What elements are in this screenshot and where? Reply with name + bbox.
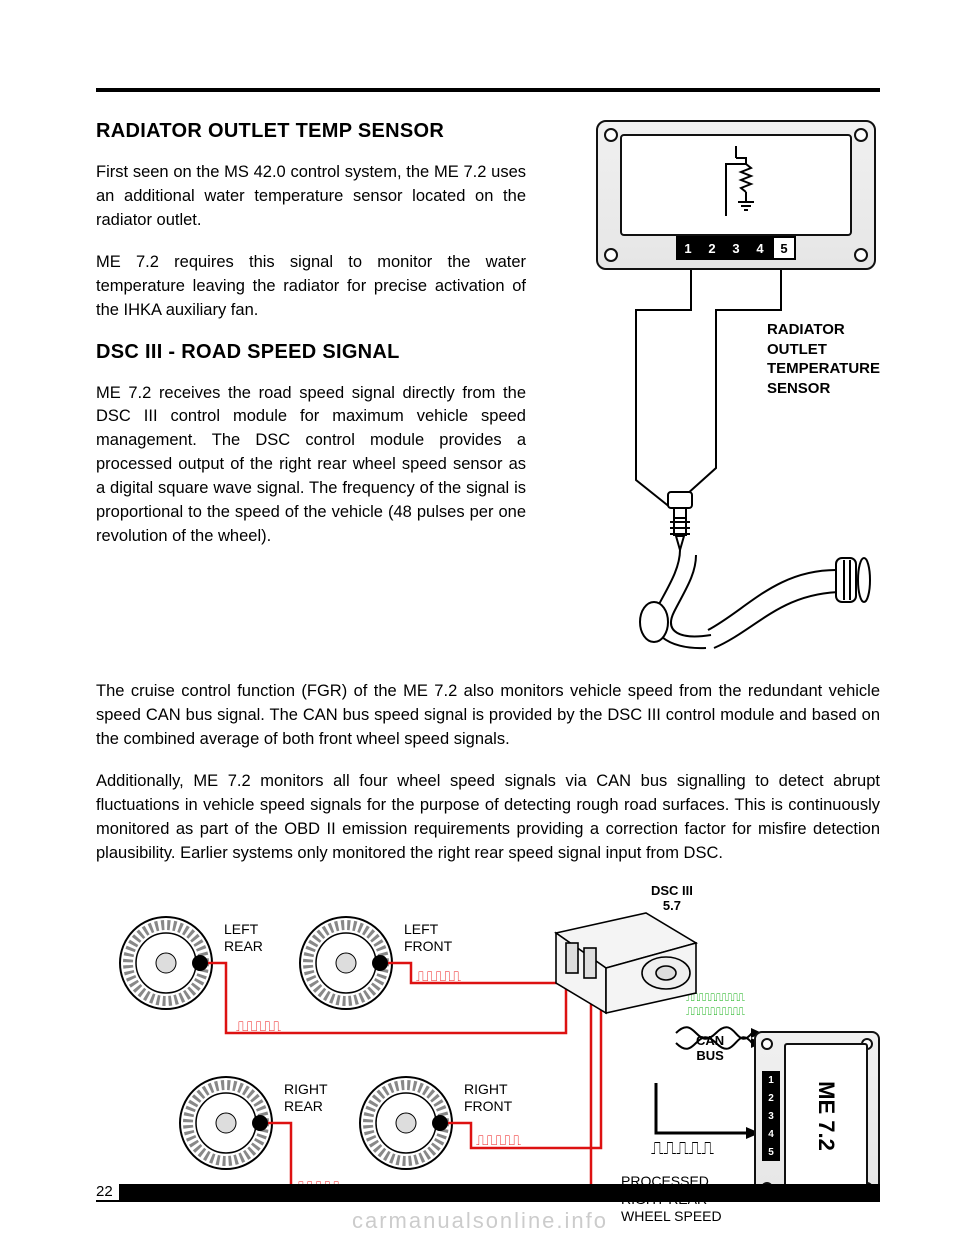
pin-5: 5 xyxy=(762,1143,780,1161)
pin-2: 2 xyxy=(762,1089,780,1107)
pulse-train-icon: ⎍⎍⎍⎍⎍ xyxy=(476,1133,520,1149)
pin-3: 3 xyxy=(724,236,748,260)
full-width-para2: Additionally, ME 7.2 monitors all four w… xyxy=(96,770,880,866)
pin-4: 4 xyxy=(748,236,772,260)
pulse-train-icon: ⎍⎍⎍⎍⎍ xyxy=(651,1138,714,1159)
screw-icon xyxy=(854,128,868,142)
screw-icon xyxy=(604,248,618,262)
footer-bar xyxy=(96,1184,880,1202)
pin-5: 5 xyxy=(772,236,796,260)
ecu-inner xyxy=(620,134,852,236)
section1-para1: First seen on the MS 42.0 control system… xyxy=(96,161,526,233)
pin-3: 3 xyxy=(762,1107,780,1125)
me72-pin-row: 1 2 3 4 5 xyxy=(762,1071,780,1161)
screw-icon xyxy=(761,1038,773,1050)
dsc-module-icon xyxy=(536,893,716,1033)
thermistor-icon xyxy=(696,146,776,226)
top-rule xyxy=(96,88,880,92)
dsc-wheel-diagram: LEFTREAR LEFTFRONT RIGHTREAR RIGHTFRONT xyxy=(96,883,880,1233)
full-width-para1: The cruise control function (FGR) of the… xyxy=(96,680,880,752)
pin-1: 1 xyxy=(762,1071,780,1089)
pulse-train-icon: ⎍⎍⎍⎍⎍ xyxy=(236,1019,280,1035)
section2-para1: ME 7.2 receives the road speed signal di… xyxy=(96,382,526,549)
radiator-hose-figure xyxy=(596,270,876,670)
two-column-wrap: RADIATOR OUTLET TEMP SENSOR First seen o… xyxy=(96,120,880,680)
ecu-pin-row: 1 2 3 4 5 xyxy=(676,236,796,260)
ecu-box: 1 2 3 4 5 xyxy=(596,120,876,270)
section1-para2: ME 7.2 requires this signal to monitor t… xyxy=(96,251,526,323)
me72-ecu-box: 1 2 3 4 5 ME 7.2 xyxy=(754,1031,880,1201)
section1-title: RADIATOR OUTLET TEMP SENSOR xyxy=(96,120,526,143)
me72-label: ME 7.2 xyxy=(813,1082,839,1152)
screw-icon xyxy=(604,128,618,142)
pin-2: 2 xyxy=(700,236,724,260)
page: RADIATOR OUTLET TEMP SENSOR First seen o… xyxy=(0,0,960,1242)
screw-icon xyxy=(854,248,868,262)
left-column: RADIATOR OUTLET TEMP SENSOR First seen o… xyxy=(96,120,526,680)
me72-inner: ME 7.2 xyxy=(784,1043,868,1189)
page-number: 22 xyxy=(96,1183,119,1200)
pulse-train-icon: ⎍⎍⎍⎍⎍ xyxy=(416,969,460,985)
section2-title: DSC III - ROAD SPEED SIGNAL xyxy=(96,341,526,364)
pin-4: 4 xyxy=(762,1125,780,1143)
right-column-figure: 1 2 3 4 5 RADIATOROUTLETTEMPERATURESENSO… xyxy=(546,120,880,680)
can-bus-label: CANBUS xyxy=(696,1033,724,1063)
content-area: RADIATOR OUTLET TEMP SENSOR First seen o… xyxy=(96,120,880,1233)
watermark: carmanualsonline.info xyxy=(352,1208,608,1234)
pin-1: 1 xyxy=(676,236,700,260)
dsc-module-label: DSC III5.7 xyxy=(651,883,693,913)
